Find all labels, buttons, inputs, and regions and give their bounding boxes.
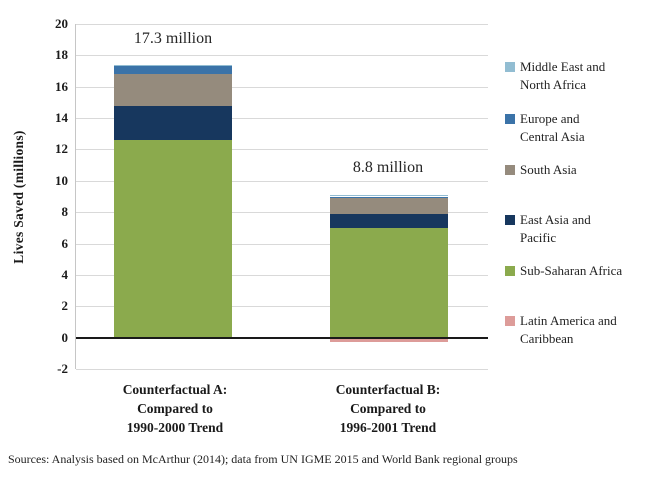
- legend-item-latin-america-caribbean: Latin America and Caribbean: [505, 312, 647, 348]
- y-tick-label: 2: [61, 298, 69, 313]
- legend-item-sub-saharan-africa: Sub-Saharan Africa: [505, 262, 647, 280]
- legend-swatch: [505, 114, 515, 124]
- gridline: [76, 87, 488, 88]
- y-tick-label: 6: [61, 236, 69, 251]
- legend-swatch: [505, 316, 515, 326]
- bar-segment-south-asia: [114, 74, 232, 106]
- gridline: [76, 244, 488, 245]
- bar-segment-middle-east-and-north-africa: [330, 194, 448, 197]
- y-tick-label: 16: [55, 79, 68, 94]
- bar-a-total-label: 17.3 million: [133, 30, 213, 47]
- legend-label: East Asia and Pacific: [520, 212, 591, 246]
- gridline: [76, 369, 488, 370]
- legend-label: South Asia: [520, 162, 577, 177]
- legend-label: Latin America and Caribbean: [520, 313, 617, 347]
- legend-swatch: [505, 165, 515, 175]
- y-tick-label: 10: [55, 173, 68, 188]
- y-tick-label: 12: [55, 141, 68, 156]
- bar-segment-subsaharan-africa: [114, 140, 232, 338]
- y-tick-label: 4: [61, 267, 69, 282]
- bar-segment-latin-america-and-caribbean: [330, 337, 448, 343]
- category-label-counterfactual-a: Counterfactual A: Compared to 1990-2000 …: [122, 382, 228, 435]
- y-tick-label: 14: [55, 110, 68, 125]
- gridline: [76, 275, 488, 276]
- gridline: [76, 181, 488, 182]
- gridline: [76, 55, 488, 56]
- zero-axis-line: [76, 337, 488, 339]
- legend-swatch: [505, 62, 515, 72]
- bar-segment-east-asia-and-pacific: [330, 213, 448, 228]
- legend-item-europe-central-asia: Europe and Central Asia: [505, 110, 647, 146]
- legend-item-middle-east-north-africa: Middle East and North Africa: [505, 58, 647, 94]
- gridline: [76, 118, 488, 119]
- legend-label: Europe and Central Asia: [520, 111, 585, 145]
- y-tick-label: 8: [61, 204, 69, 219]
- gridline: [76, 24, 488, 25]
- y-tick-label: 0: [61, 330, 69, 345]
- y-tick-label: 18: [55, 47, 68, 62]
- gridline: [76, 212, 488, 213]
- legend-item-south-asia: South Asia: [505, 161, 647, 179]
- plot-area: [75, 24, 488, 370]
- bar-segment-europe-and-central-asia: [330, 196, 448, 199]
- gridline: [76, 306, 488, 307]
- y-axis-title: Lives Saved (millions): [11, 130, 26, 264]
- legend-label: Sub-Saharan Africa: [520, 263, 623, 278]
- bar-segment-east-asia-and-pacific: [114, 105, 232, 141]
- bar-b-total-label: 8.8 million: [352, 159, 424, 176]
- bar-segment-europe-and-central-asia: [114, 66, 232, 75]
- legend-label: Middle East and North Africa: [520, 59, 606, 93]
- bar-segment-south-asia: [330, 198, 448, 214]
- legend-item-east-asia-pacific: East Asia and Pacific: [505, 211, 647, 247]
- bar-segment-middle-east-and-north-africa: [114, 64, 232, 67]
- bar-segment-subsaharan-africa: [330, 227, 448, 338]
- source-note: Sources: Analysis based on McArthur (201…: [8, 452, 518, 466]
- y-tick-label: -2: [57, 361, 68, 376]
- legend-swatch: [505, 266, 515, 276]
- gridline: [76, 149, 488, 150]
- category-label-counterfactual-b: Counterfactual B: Compared to 1996-2001 …: [335, 382, 441, 435]
- legend-swatch: [505, 215, 515, 225]
- y-tick-label: 20: [55, 16, 68, 31]
